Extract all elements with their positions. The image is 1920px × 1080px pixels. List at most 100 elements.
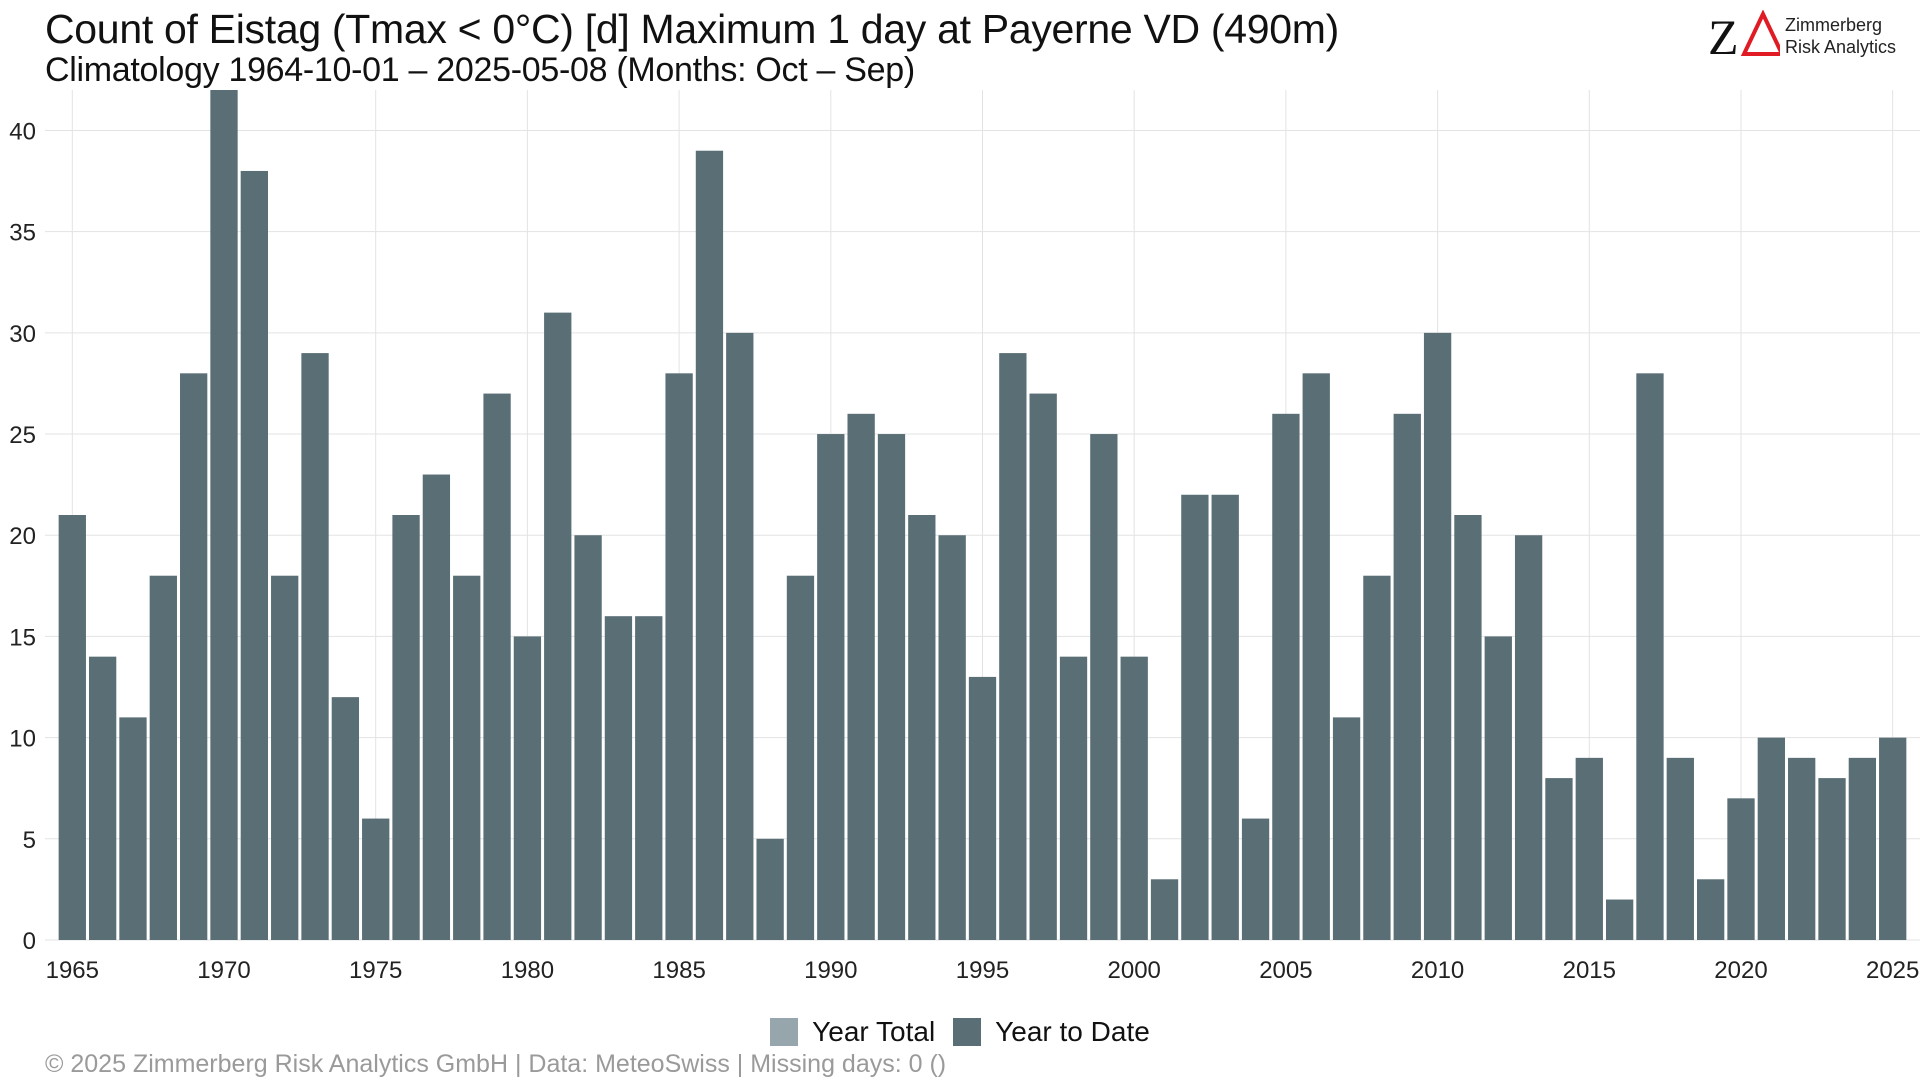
bar-2016 — [1605, 899, 1634, 940]
bar-2022 — [1788, 757, 1816, 940]
y-tick-label: 5 — [23, 827, 36, 854]
bar-1975 — [362, 818, 390, 940]
bar-2015 — [1575, 757, 1603, 940]
bar-2004 — [1241, 818, 1270, 940]
bar-2007 — [1332, 717, 1361, 940]
bar-1978 — [453, 575, 481, 940]
bar-1989 — [786, 575, 815, 940]
x-axis-ticks: 1965 1970 1975 1980 1985 1990 1995 2000 2005 2010… — [46, 957, 1920, 984]
y-tick-label: 20 — [9, 523, 36, 550]
bar-2023 — [1818, 778, 1846, 940]
bar-1997 — [1029, 393, 1057, 941]
bar-1994 — [938, 535, 966, 940]
x-tick-label: 2000 — [1108, 957, 1161, 984]
logo-line-1: Zimmerberg — [1785, 15, 1883, 35]
y-axis-ticks: 0 5 10 15 20 25 30 35 40 — [9, 118, 36, 955]
bar-1970 — [210, 90, 238, 940]
footer-caption: © 2025 Zimmerberg Risk Analytics GmbH | … — [45, 1050, 947, 1078]
bar-1969 — [180, 373, 208, 940]
bar-2020 — [1727, 798, 1755, 940]
bar-1987 — [726, 332, 754, 940]
company-logo: Z Zimmerberg Risk Analytics — [1708, 10, 1908, 60]
logo-text: Zimmerberg Risk Analytics — [1785, 14, 1896, 58]
bar-2017 — [1636, 373, 1664, 940]
bars — [58, 90, 1907, 941]
bar-2018 — [1666, 757, 1694, 940]
bar-1966 — [88, 656, 117, 940]
bar-2013 — [1514, 535, 1543, 940]
bar-2003 — [1211, 494, 1239, 940]
bar-1995 — [968, 676, 997, 940]
bar-2010 — [1423, 332, 1452, 940]
x-tick-label: 1975 — [349, 957, 402, 984]
bar-1972 — [271, 575, 299, 940]
bar-2001 — [1150, 879, 1179, 940]
bar-2005 — [1272, 413, 1300, 940]
x-tick-label: 2020 — [1714, 957, 1767, 984]
bar-1977 — [422, 474, 451, 940]
bar-1984 — [635, 616, 663, 940]
bar-2019 — [1697, 879, 1725, 940]
bar-1981 — [544, 312, 572, 941]
x-tick-label: 2015 — [1563, 957, 1616, 984]
bar-1988 — [756, 838, 784, 940]
y-tick-label: 35 — [9, 220, 36, 247]
bar-1986 — [695, 150, 724, 940]
x-tick-label: 2005 — [1259, 957, 1312, 984]
bar-2000 — [1120, 656, 1148, 940]
bar-2014 — [1545, 778, 1573, 940]
bar-2002 — [1181, 494, 1209, 940]
bar-1985 — [665, 373, 693, 940]
logo-line-2: Risk Analytics — [1785, 37, 1897, 57]
x-tick-label: 1980 — [501, 957, 554, 984]
bar-2008 — [1363, 575, 1391, 940]
y-tick-label: 0 — [23, 928, 36, 955]
x-tick-label: 2025 — [1866, 957, 1919, 984]
y-tick-label: 30 — [9, 321, 36, 348]
bar-2025 — [1879, 737, 1907, 940]
bar-1983 — [604, 616, 633, 940]
bar-1999 — [1090, 434, 1118, 940]
logo-mark-icon: Z — [1708, 10, 1780, 60]
y-tick-label: 25 — [9, 422, 36, 449]
bar-1991 — [847, 413, 875, 940]
bar-1973 — [301, 353, 329, 941]
y-tick-label: 40 — [9, 118, 36, 145]
legend: Year Total Year to Date — [0, 1012, 1920, 1052]
legend-item-year-to-date: Year to Date — [953, 1016, 1150, 1048]
svg-text:Z: Z — [1708, 10, 1739, 60]
bar-1980 — [513, 636, 542, 940]
x-tick-label: 1970 — [197, 957, 250, 984]
bar-1996 — [999, 353, 1027, 941]
legend-swatch-year-total — [770, 1018, 799, 1046]
legend-item-year-total: Year Total — [770, 1016, 935, 1048]
x-tick-label: 1995 — [956, 957, 1009, 984]
legend-label-year-total: Year Total — [812, 1016, 936, 1047]
bar-1993 — [908, 515, 936, 940]
x-tick-label: 1985 — [652, 957, 705, 984]
bar-1979 — [483, 393, 511, 941]
bar-1974 — [331, 697, 360, 940]
bar-1990 — [817, 434, 845, 940]
legend-swatch-year-to-date — [953, 1018, 982, 1046]
bar-1998 — [1059, 656, 1088, 940]
bar-2024 — [1848, 757, 1877, 940]
bar-1971 — [240, 170, 268, 940]
bar-2011 — [1454, 515, 1482, 940]
x-tick-label: 1965 — [46, 957, 99, 984]
x-tick-label: 1990 — [804, 957, 857, 984]
y-tick-label: 10 — [9, 726, 36, 753]
y-tick-label: 15 — [9, 624, 36, 651]
chart-subtitle: Climatology 1964-10-01 – 2025-05-08 (Mon… — [45, 51, 915, 89]
legend-label-year-to-date: Year to Date — [995, 1016, 1150, 1047]
bar-1965 — [58, 515, 86, 940]
bar-1967 — [119, 717, 147, 940]
bar-1982 — [574, 535, 602, 940]
x-tick-label: 2010 — [1411, 957, 1464, 984]
bar-1976 — [392, 515, 420, 940]
bar-2009 — [1393, 413, 1421, 940]
chart-title: Count of Eistag (Tmax < 0°C) [d] Maximum… — [45, 6, 1339, 52]
bar-1968 — [149, 575, 177, 940]
bar-1992 — [877, 434, 906, 940]
